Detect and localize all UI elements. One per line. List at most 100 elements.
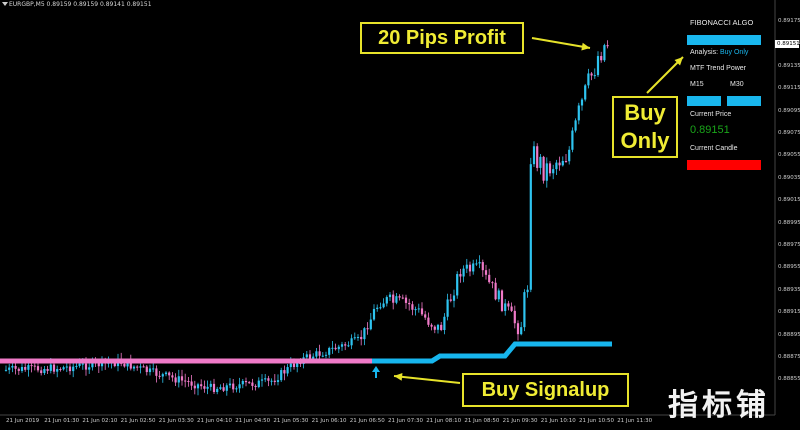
candle-body xyxy=(600,56,603,61)
candle-body xyxy=(536,146,539,168)
candle-body xyxy=(574,120,577,131)
buy-signal-callout: Buy Signalup xyxy=(462,373,629,407)
candle-body xyxy=(56,369,59,372)
time-axis-label: 21 Jun 10:10 xyxy=(540,418,576,424)
candle-body xyxy=(273,380,276,382)
candle-body xyxy=(126,360,129,367)
buy-signal-arrow-icon xyxy=(372,366,380,378)
candle-body xyxy=(452,295,456,301)
tf-m15-bar xyxy=(687,96,721,106)
candle-body xyxy=(481,262,484,271)
symbol-info-text: EURGBP,M5 0.89159 0.89159 0.89141 0.8915… xyxy=(9,1,152,8)
candle-body xyxy=(88,367,91,370)
candle-body xyxy=(315,351,318,357)
price-axis-label: 0.89035 xyxy=(778,174,800,181)
candle-body xyxy=(27,365,30,370)
candle-body xyxy=(75,365,78,367)
candle-body xyxy=(132,366,136,369)
candle-body xyxy=(539,156,542,168)
candle-body xyxy=(360,336,363,340)
time-axis-label: 21 Jun 07:30 xyxy=(388,418,423,424)
buy-only-arrow-head xyxy=(674,57,683,66)
buy-only-line2: Only xyxy=(620,128,670,153)
candle-body xyxy=(257,380,260,388)
current-price-value: 0.89151 xyxy=(690,124,730,136)
symbol-dropdown-icon[interactable] xyxy=(2,2,8,6)
tf-m30-label: M30 xyxy=(730,81,744,88)
candle-body xyxy=(376,307,379,309)
candle-body xyxy=(385,297,388,304)
candle-body xyxy=(484,270,488,275)
time-axis-label: 21 Jun 02:10 xyxy=(82,418,118,424)
candle-body xyxy=(529,164,532,290)
candle-body xyxy=(465,264,468,269)
analysis-value: Buy Only xyxy=(719,49,749,56)
candle-body xyxy=(267,378,270,381)
panel-title: FIBONACCI ALGO xyxy=(690,18,754,27)
candle-body xyxy=(500,290,504,311)
candle-body xyxy=(264,378,267,380)
candle-body xyxy=(436,324,440,330)
price-axis-label: 0.88915 xyxy=(778,309,800,316)
tf-m30-bar xyxy=(727,96,761,106)
time-axis-label: 21 Jun 04:10 xyxy=(197,418,232,424)
candle-body xyxy=(244,380,248,383)
candle-body xyxy=(209,383,212,387)
time-axis-label: 21 Jun 2019 xyxy=(6,418,40,424)
candle-body xyxy=(283,370,286,374)
candle-body xyxy=(347,345,350,347)
candle-body xyxy=(68,366,72,372)
time-axis-label: 21 Jun 03:30 xyxy=(158,418,194,424)
candle-body xyxy=(43,368,46,374)
candle-body xyxy=(404,297,408,303)
signal-arrow-head xyxy=(394,372,403,381)
candle-body xyxy=(584,85,587,100)
candle-body xyxy=(478,262,481,264)
candle-body xyxy=(433,326,436,330)
candle-body xyxy=(219,387,222,389)
time-axis-label: 21 Jun 02:50 xyxy=(120,418,156,424)
candle-body xyxy=(200,384,203,387)
candle-body xyxy=(8,367,11,370)
candle-body xyxy=(526,289,529,293)
candle-body xyxy=(398,296,401,298)
candle-body xyxy=(344,344,347,346)
candle-body xyxy=(475,263,478,265)
price-axis-label: 0.89115 xyxy=(778,85,800,92)
price-axis-label: 0.89095 xyxy=(778,107,800,114)
candle-body xyxy=(456,274,459,296)
candle-body xyxy=(187,381,190,383)
candle-body xyxy=(49,364,52,371)
mtf-trend-label: MTF Trend Power xyxy=(690,65,747,72)
candle-body xyxy=(552,169,555,174)
candle-body xyxy=(152,368,155,370)
profit-arrow-head xyxy=(581,42,590,51)
candle-body xyxy=(260,379,264,381)
candle-body xyxy=(427,317,430,325)
candle-body xyxy=(46,368,49,371)
tf-m15-label: M15 xyxy=(690,81,704,88)
candle-body xyxy=(84,363,88,370)
candle-body xyxy=(340,344,344,347)
candle-body xyxy=(603,45,606,61)
candle-body xyxy=(241,380,244,385)
candle-body xyxy=(462,268,465,277)
current-price-tag: 0.89151 xyxy=(775,40,800,48)
candle-body xyxy=(593,75,596,77)
candle-body xyxy=(196,384,200,389)
candle-body xyxy=(235,388,238,390)
candle-body xyxy=(494,282,497,300)
time-axis-label: 21 Jun 08:50 xyxy=(464,418,500,424)
candle-body xyxy=(113,362,116,367)
candle-body xyxy=(289,363,292,368)
time-axis-label: 21 Jun 11:30 xyxy=(617,418,653,424)
candle-body xyxy=(523,292,526,328)
candle-body xyxy=(324,354,328,356)
current-candle-label: Current Candle xyxy=(690,145,738,152)
candle-body xyxy=(238,384,241,389)
candle-body xyxy=(590,73,593,76)
current-price-label: Current Price xyxy=(690,111,732,118)
profit-callout: 20 Pips Profit xyxy=(360,22,524,54)
analysis-row: Analysis: Buy Only xyxy=(690,49,748,56)
